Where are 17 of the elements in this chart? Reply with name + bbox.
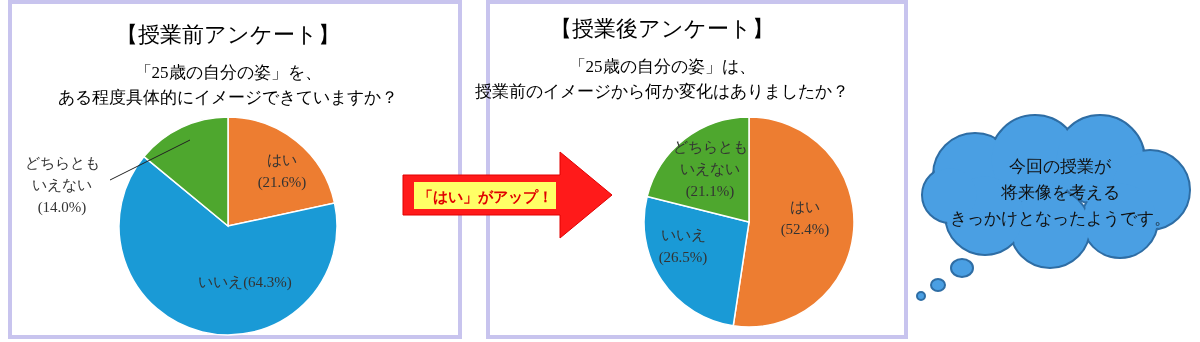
text: 今回の授業が将来像を考えるきっかけとなったようです。 [949,157,1171,228]
data-label: (52.4%) [780,221,830,238]
chart-subtitle: 「25歳の自分の姿」は、授業前のイメージから何か変化はありましたか？ [475,57,849,101]
chart-title: 【授業前アンケート】 [116,22,340,47]
slice-label: はい [267,152,297,168]
slice-label: どちらともいえない [24,155,100,193]
slice-label: はい [790,199,820,215]
text: 「はい」がアップ！ [417,188,553,205]
data-label: (26.5%) [658,249,708,266]
chart-subtitle: 「25歳の自分の姿」を、ある程度具体的にイメージできていますか？ [58,63,398,107]
data-label: (21.1%) [685,183,735,200]
data-label: (14.0%) [37,199,87,216]
data-label: (21.6%) [257,174,307,191]
slice-label: どちらともいえない [672,139,748,177]
slice-label: いいえ(64.3%) [198,274,292,291]
slice-label: いいえ [660,227,706,243]
chart-title: 【授業後アンケート】 [550,16,774,41]
